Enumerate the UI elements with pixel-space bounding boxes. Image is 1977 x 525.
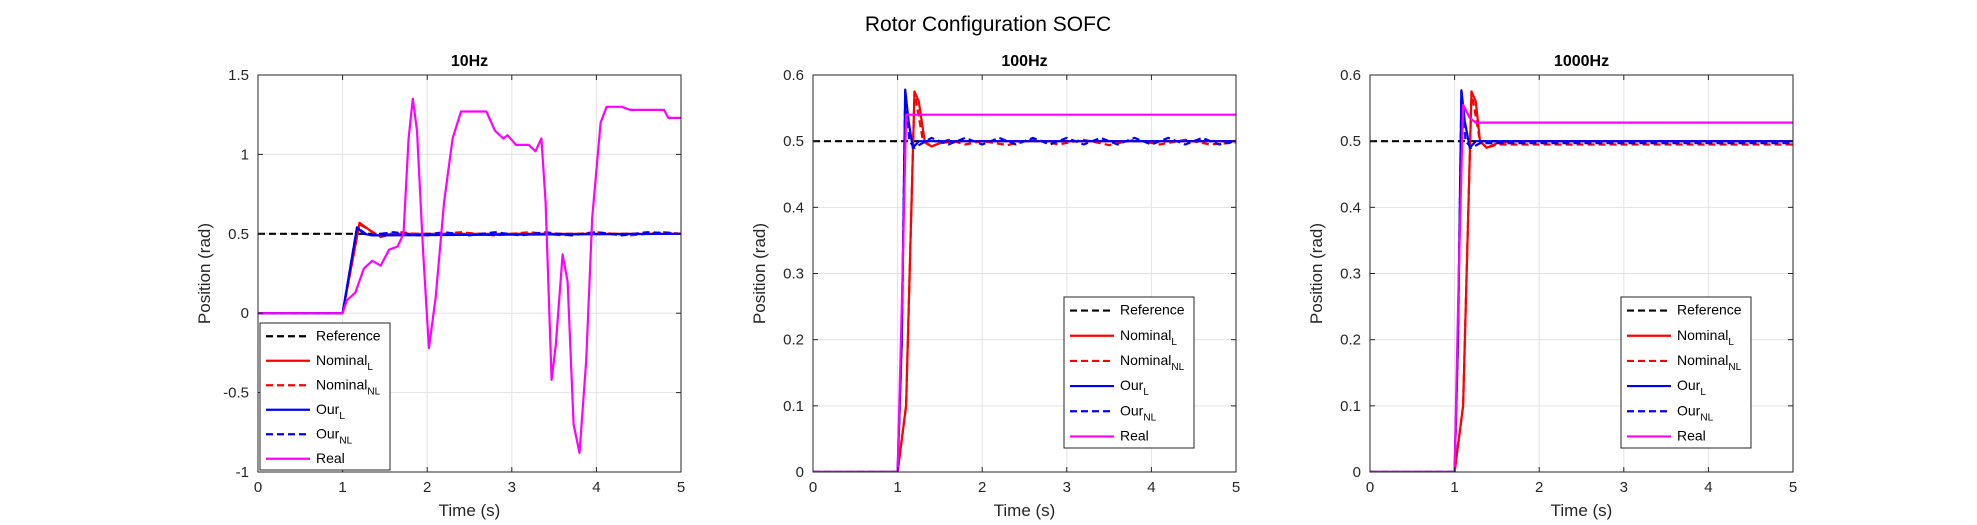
x-axis-label: Time (s) xyxy=(1551,501,1613,520)
chart-title: 100Hz xyxy=(1001,53,1047,70)
y-tick-label: -1 xyxy=(236,464,249,481)
legend-box xyxy=(1620,296,1752,449)
series-group xyxy=(813,88,1236,472)
legend-label: OurNL xyxy=(1677,402,1714,423)
legend-label: OurL xyxy=(1677,377,1706,398)
x-axis-label: Time (s) xyxy=(994,501,1056,520)
y-axis-label: Position (rad) xyxy=(1307,223,1326,324)
x-tick-label: 2 xyxy=(1535,479,1543,496)
series-line-real xyxy=(258,97,681,454)
y-axis-label: Position (rad) xyxy=(195,223,214,324)
y-axis-label: Position (rad) xyxy=(750,223,769,324)
x-tick-label: 4 xyxy=(592,479,600,496)
legend-label: Real xyxy=(316,450,345,466)
legend-label: Real xyxy=(1677,427,1706,443)
legend-label: Reference xyxy=(1677,302,1742,318)
x-tick-label: 1 xyxy=(338,479,346,496)
chart-panel-1: 0 1 2 3 4 5 -1 -0.5 0 0.5 1 1.5 10Hz Time (s) Position… xyxy=(195,53,685,520)
y-tick-label: 0.5 xyxy=(783,133,804,150)
x-tick-label: 2 xyxy=(423,479,431,496)
series-line-nominal-nl xyxy=(1370,90,1793,472)
x-tick-label: 0 xyxy=(254,479,262,496)
y-tick-label: 0.3 xyxy=(783,266,804,283)
x-tick-label: 3 xyxy=(1063,479,1071,496)
x-tick-label: 5 xyxy=(1232,479,1240,496)
y-tick-label: 1 xyxy=(241,146,249,163)
legend-label: NominalNL xyxy=(1677,352,1742,373)
x-tick-label: 4 xyxy=(1704,479,1712,496)
legend-label: OurL xyxy=(1120,377,1149,398)
legend-label: OurNL xyxy=(1120,402,1157,423)
series-line-our-nl xyxy=(813,90,1236,472)
y-tick-label: 0 xyxy=(241,305,249,322)
y-tick-label: 0.5 xyxy=(1340,133,1361,150)
figure-title: Rotor Configuration SOFC xyxy=(865,13,1111,36)
chart-panel-2: 0 1 2 3 4 5 0 0.1 0.2 0.3 0.4 0.5 0.6 100Hz Time (s) Po… xyxy=(750,53,1240,520)
y-tick-label: 0.6 xyxy=(1340,67,1361,84)
x-tick-label: 5 xyxy=(1789,479,1797,496)
y-tick-label: 0.3 xyxy=(1340,266,1361,283)
y-tick-label: 0.4 xyxy=(1340,199,1361,216)
x-tick-label: 0 xyxy=(809,479,817,496)
legend-label: NominalL xyxy=(316,352,373,373)
x-tick-label: 0 xyxy=(1366,479,1374,496)
x-tick-label: 3 xyxy=(508,479,516,496)
chart-panel-3: 0 1 2 3 4 5 0 0.1 0.2 0.3 0.4 0.5 0.6 1000Hz Time (s) P… xyxy=(1307,53,1797,520)
legend-label: NominalL xyxy=(1677,327,1734,348)
legend-label: NominalNL xyxy=(316,376,381,397)
legend-label: OurL xyxy=(316,401,345,422)
x-tick-label: 3 xyxy=(1620,479,1628,496)
x-tick-label: 5 xyxy=(677,479,685,496)
x-tick-label: 4 xyxy=(1147,479,1155,496)
y-tick-label: 0 xyxy=(1353,464,1361,481)
legend-label: Real xyxy=(1120,427,1149,443)
legend-label: NominalL xyxy=(1120,327,1177,348)
legend: Reference NominalL NominalNL OurL OurNL Real xyxy=(1620,296,1752,449)
y-tick-label: 0.4 xyxy=(783,199,804,216)
axes-box xyxy=(257,74,682,473)
legend: Reference NominalL NominalNL OurL OurNL Real xyxy=(259,322,391,471)
series-group xyxy=(1370,89,1793,472)
y-tick-label: 0.1 xyxy=(783,398,804,415)
y-tick-label: 0.6 xyxy=(783,67,804,84)
x-tick-label: 1 xyxy=(1450,479,1458,496)
legend-label: Reference xyxy=(316,327,381,343)
series-line-nominal-nl xyxy=(258,223,681,315)
y-tick-label: 1.5 xyxy=(228,67,249,84)
x-tick-label: 2 xyxy=(978,479,986,496)
y-tick-label: 0.2 xyxy=(1340,332,1361,349)
series-group xyxy=(258,97,681,454)
legend-box xyxy=(259,322,391,471)
x-tick-label: 1 xyxy=(893,479,901,496)
series-line-real xyxy=(813,113,1236,472)
y-tick-label: 0.5 xyxy=(228,226,249,243)
legend-box xyxy=(1063,296,1195,449)
y-tick-label: -0.5 xyxy=(223,385,249,402)
series-line-real xyxy=(1370,103,1793,472)
series-line-nominal-nl xyxy=(813,90,1236,472)
chart-title: 10Hz xyxy=(451,53,488,70)
y-tick-label: 0 xyxy=(796,464,804,481)
legend-label: NominalNL xyxy=(1120,352,1185,373)
legend-label: Reference xyxy=(1120,302,1185,318)
y-tick-label: 0.1 xyxy=(1340,398,1361,415)
series-line-our-nl xyxy=(258,226,681,315)
x-axis-label: Time (s) xyxy=(439,501,501,520)
legend-label: OurNL xyxy=(316,425,353,446)
chart-title: 1000Hz xyxy=(1554,53,1609,70)
legend: Reference NominalL NominalNL OurL OurNL Real xyxy=(1063,296,1195,449)
y-tick-label: 0.2 xyxy=(783,332,804,349)
